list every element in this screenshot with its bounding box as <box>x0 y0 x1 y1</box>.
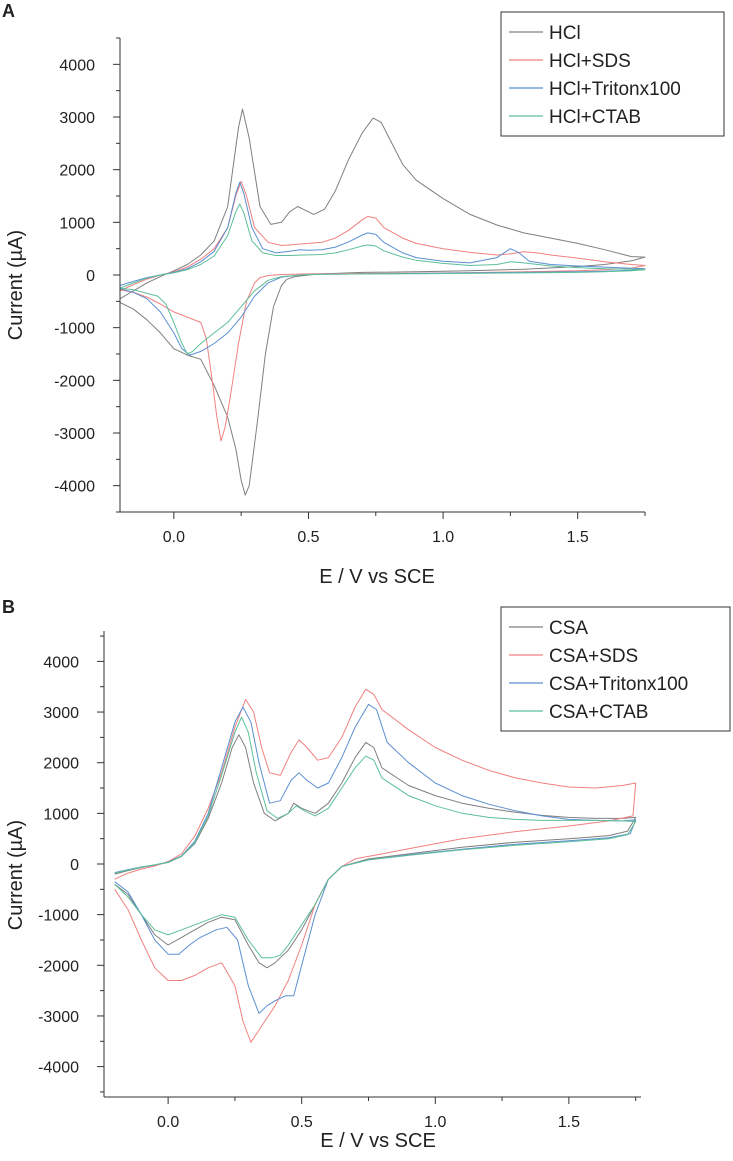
y-axis-title: Current (µA) <box>5 230 27 340</box>
x-tick-label: 0.0 <box>163 529 185 546</box>
x-axis-title: E / V vs SCE <box>319 566 435 588</box>
y-tick-label: -4000 <box>38 1060 79 1077</box>
x-axis: 0.0 0.5 1.0 1.5 <box>104 1096 641 1131</box>
legend-label: HCl+Tritonx100 <box>549 79 681 100</box>
legend: CSA CSA+SDS CSA+Tritonx100 CSA+CTAB <box>500 606 731 732</box>
legend-label: HCl <box>549 23 581 44</box>
y-tick-label: -1000 <box>38 908 79 925</box>
y-tick-label: -3000 <box>54 426 95 443</box>
curves <box>119 108 646 496</box>
y-tick-label: 0 <box>70 857 79 874</box>
series-line-csa-tritonx100 <box>114 703 637 1014</box>
y-tick-label: -4000 <box>54 479 95 496</box>
y-tick-label: -3000 <box>38 1009 79 1026</box>
legend-box <box>500 11 725 137</box>
y-tick-label: 4000 <box>43 654 79 671</box>
legend-label: HCl+CTAB <box>549 107 641 128</box>
y-tick-label: 2000 <box>43 756 79 773</box>
curves <box>114 688 637 1043</box>
y-tick-label: -1000 <box>54 321 95 338</box>
y-tick-label: 3000 <box>43 705 79 722</box>
x-axis: 0.0 0.5 1.0 1.5 <box>120 511 646 546</box>
series-line-csa-ctab <box>114 716 637 959</box>
y-tick-label: -2000 <box>54 373 95 390</box>
y-tick-label: 2000 <box>59 163 95 180</box>
y-tick-label: 4000 <box>59 57 95 74</box>
x-tick-label: 1.5 <box>558 1114 580 1131</box>
panel-b: B 0.0 0.5 1.0 1.5 -4000 -3000 -2000 -1000 0 1000… <box>2 597 731 1152</box>
y-axis: -4000 -3000 -2000 -1000 0 1000 2000 3000 4000 <box>38 631 105 1097</box>
legend-box <box>500 606 731 732</box>
legend-label: CSA+SDS <box>549 646 638 667</box>
x-tick-label: 1.5 <box>567 529 589 546</box>
x-tick-label: 1.0 <box>424 1114 446 1131</box>
series-line-csa <box>114 734 637 969</box>
y-tick-label: 1000 <box>43 806 79 823</box>
legend-label: CSA <box>549 618 588 639</box>
y-tick-label: 1000 <box>59 215 95 232</box>
x-tick-label: 0.5 <box>297 529 319 546</box>
y-tick-label: 0 <box>86 268 95 285</box>
series-line-hcl <box>119 108 646 496</box>
y-tick-label: -2000 <box>38 958 79 975</box>
panel-label: B <box>2 597 15 617</box>
series-line-hcl-tritonx100 <box>119 181 646 356</box>
x-tick-label: 0.0 <box>157 1114 179 1131</box>
x-axis-title: E / V vs SCE <box>320 1130 436 1152</box>
y-tick-label: 3000 <box>59 110 95 127</box>
panel-label: A <box>2 1 15 21</box>
panel-a: A 0.0 0.5 1.0 1.5 -4000 -3000 -2000 -1000 0 1000… <box>2 1 725 588</box>
legend: HCl HCl+SDS HCl+Tritonx100 HCl+CTAB <box>500 11 725 137</box>
legend-label: CSA+Tritonx100 <box>549 674 688 695</box>
legend-label: HCl+SDS <box>549 51 631 72</box>
x-tick-label: 1.0 <box>432 529 454 546</box>
series-line-csa-sds <box>114 688 637 1043</box>
y-axis-title: Current (µA) <box>5 820 27 930</box>
series-line-hcl-ctab <box>119 203 646 355</box>
x-tick-label: 0.5 <box>291 1114 313 1131</box>
y-axis: -4000 -3000 -2000 -1000 0 1000 2000 3000 4000 <box>54 37 121 513</box>
legend-label: CSA+CTAB <box>549 702 648 723</box>
series-line-hcl-sds <box>119 180 646 442</box>
